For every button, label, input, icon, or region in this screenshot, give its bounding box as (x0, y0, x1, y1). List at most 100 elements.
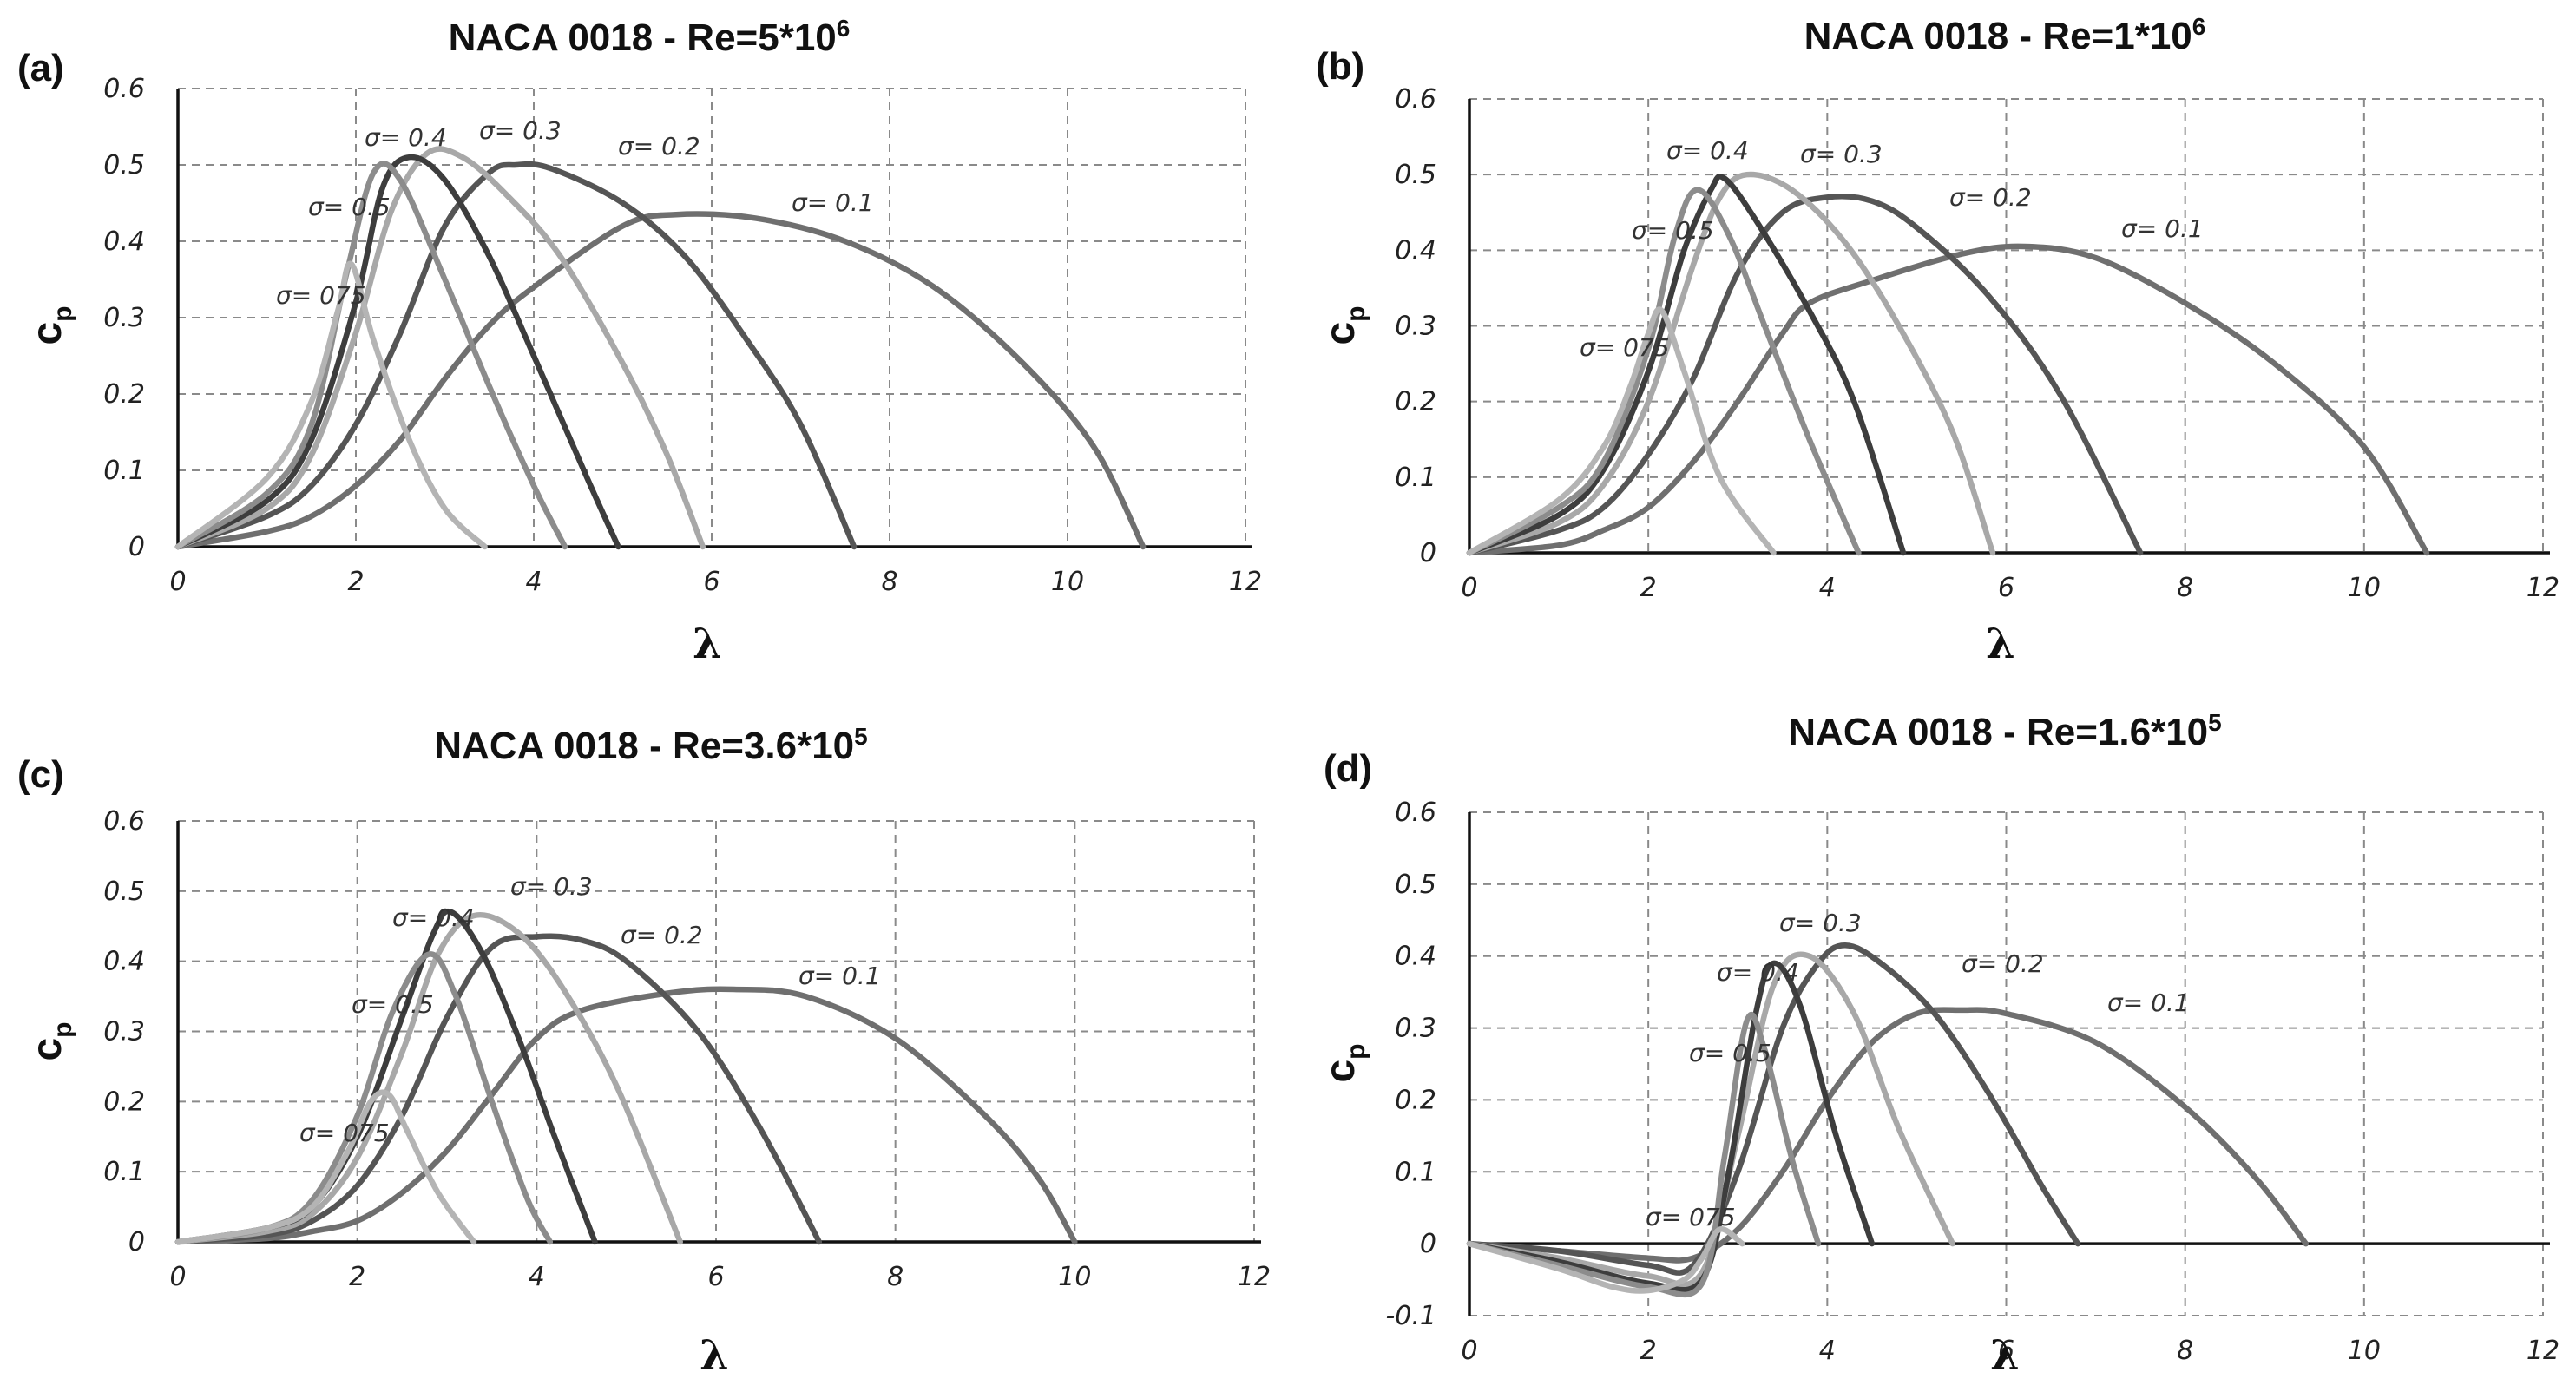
series-line (174, 154, 621, 550)
series-line (1466, 1226, 1745, 1294)
y-tick-label: 0 (128, 1227, 145, 1257)
y-axis-label: cp (24, 1021, 77, 1060)
series-line (1466, 960, 1876, 1293)
y-tick-label: 0.5 (1395, 160, 1436, 190)
series-annotation: σ= 0.4 (1666, 136, 1749, 165)
chart-panel-d: (d) NACA 0018 - Re=1.6*105 -0.1 0 0.1 0.2 0.3 0… (1318, 709, 2560, 1380)
chart-panel-c: (c) NACA 0018 - Re=3.6*105 0 0.1 0.2 0.3 0.4 0.… (17, 723, 1271, 1380)
chart-title-exponent: 6 (2192, 13, 2206, 40)
y-tick-label: 0.2 (103, 379, 145, 410)
x-tick-label: 8 (2177, 1336, 2193, 1366)
series-annotation: σ= 075 (299, 1119, 390, 1147)
y-tick-label: 0.2 (1395, 387, 1436, 417)
y-tick-label: 0.2 (103, 1087, 145, 1117)
y-tick-label: 0.3 (103, 1017, 145, 1047)
y-tick-label: 0 (1420, 538, 1436, 568)
x-tick-label: 6 (703, 567, 720, 597)
y-axis-label: cp (1318, 305, 1370, 345)
series-line (174, 161, 568, 550)
y-tick-label: 0.5 (103, 150, 145, 181)
chart-title-text: NACA 0018 - Re=1.6*10 (1788, 711, 2208, 753)
panel-label: (d) (1324, 747, 1372, 790)
chart-panel-a: (a)NACA 0018 - Re=5*10600.10.20.30.40.50… (17, 15, 1262, 668)
y-tick-label: 0 (1420, 1229, 1436, 1259)
chart-title-exponent: 6 (837, 15, 851, 42)
y-tick-label: 0.6 (1395, 798, 1436, 828)
series-line (174, 986, 1078, 1245)
x-tick-label: 10 (2348, 573, 2381, 603)
x-tick-label: 10 (1051, 567, 1084, 597)
series-annotation: σ= 0.3 (479, 116, 562, 145)
series-annotation: σ= 0.3 (1800, 140, 1883, 168)
y-tick-label: 0.2 (1395, 1085, 1436, 1115)
y-tick-label: 0.1 (103, 456, 145, 486)
series-annotation: σ= 075 (1646, 1203, 1736, 1231)
y-tick-label: 0.6 (103, 74, 145, 104)
series-annotation: σ= 0.3 (510, 872, 593, 901)
x-tick-label: 8 (881, 567, 897, 597)
chart-title: NACA 0018 - Re=1.6*105 (1788, 709, 2221, 753)
panel-label: (c) (17, 753, 64, 796)
x-tick-label: 0 (1461, 1336, 1477, 1366)
x-axis-label: λ (1990, 1331, 2020, 1380)
series-line (1466, 173, 1907, 556)
series-line (1466, 306, 1777, 556)
y-tick-label: 0.1 (103, 1157, 145, 1187)
chart-title-text: NACA 0018 - Re=3.6*10 (434, 725, 854, 767)
series-annotation: σ= 0.2 (1949, 183, 2032, 212)
series-line (1466, 193, 2144, 556)
x-tick-label: 0 (169, 1262, 186, 1292)
x-axis-label: λ (1986, 620, 2015, 668)
y-axis-label-main: c (1318, 322, 1364, 345)
y-tick-label: 0.1 (1395, 1157, 1436, 1187)
x-tick-label: 4 (529, 1262, 545, 1292)
series-annotation: σ= 0.3 (1779, 909, 1862, 937)
x-tick-label: 6 (1998, 573, 2014, 603)
y-tick-label: 0.3 (1395, 312, 1436, 342)
x-tick-label: 0 (1461, 573, 1477, 603)
y-tick-label: 0.4 (103, 947, 145, 977)
series-annotation: σ= 0.4 (1717, 958, 1799, 987)
y-axis-label-subscript: p (49, 1021, 77, 1037)
x-tick-label: 4 (1819, 573, 1836, 603)
series-line (174, 1089, 477, 1245)
x-tick-label: 6 (707, 1262, 724, 1292)
chart-panel-b: (b)NACA 0018 - Re=1*10600.10.20.30.40.50… (1316, 13, 2560, 668)
y-axis-label-subscript: p (1342, 1043, 1370, 1059)
x-tick-label: 0 (169, 567, 186, 597)
series-line (174, 911, 683, 1245)
series-annotation: σ= 075 (1580, 333, 1670, 362)
y-tick-label: 0.3 (1395, 1014, 1436, 1044)
y-axis-label-subscript: p (1342, 305, 1370, 321)
series-annotation: σ= 0.4 (392, 903, 475, 932)
series-line (174, 146, 706, 550)
series-annotation: σ= 0.2 (1962, 949, 2044, 978)
y-tick-label: 0.5 (1395, 870, 1436, 900)
series-line (1466, 951, 1955, 1288)
y-axis-label-main: c (1318, 1060, 1364, 1083)
x-tick-label: 2 (1640, 1336, 1657, 1366)
series-line (174, 933, 823, 1245)
series-annotation: σ= 0.5 (352, 990, 434, 1019)
series-annotation: σ= 0.5 (1689, 1039, 1771, 1067)
panel-label: (a) (17, 47, 64, 89)
y-axis-label: cp (1318, 1043, 1370, 1082)
series-annotation: σ= 075 (276, 281, 366, 310)
x-tick-label: 12 (1229, 567, 1262, 597)
chart-title-text: NACA 0018 - Re=5*10 (449, 16, 837, 59)
series-annotation: σ= 0.5 (308, 193, 391, 221)
y-axis-label: cp (24, 305, 77, 345)
y-tick-label: 0.4 (1395, 235, 1436, 266)
series-line (1466, 1007, 2310, 1264)
x-tick-label: 12 (2527, 1336, 2560, 1366)
y-tick-label: 0.5 (103, 877, 145, 907)
chart-title: NACA 0018 - Re=1*106 (1804, 13, 2206, 57)
series-line (174, 211, 1147, 550)
panel-label: (b) (1316, 45, 1364, 88)
series-line (1466, 1011, 1822, 1298)
y-tick-label: 0.4 (1395, 942, 1436, 972)
series-annotation: σ= 0.1 (2107, 988, 2190, 1017)
series-annotation: σ= 0.2 (621, 921, 703, 949)
series-annotation: σ= 0.5 (1632, 216, 1714, 245)
chart-title-exponent: 5 (854, 723, 868, 750)
